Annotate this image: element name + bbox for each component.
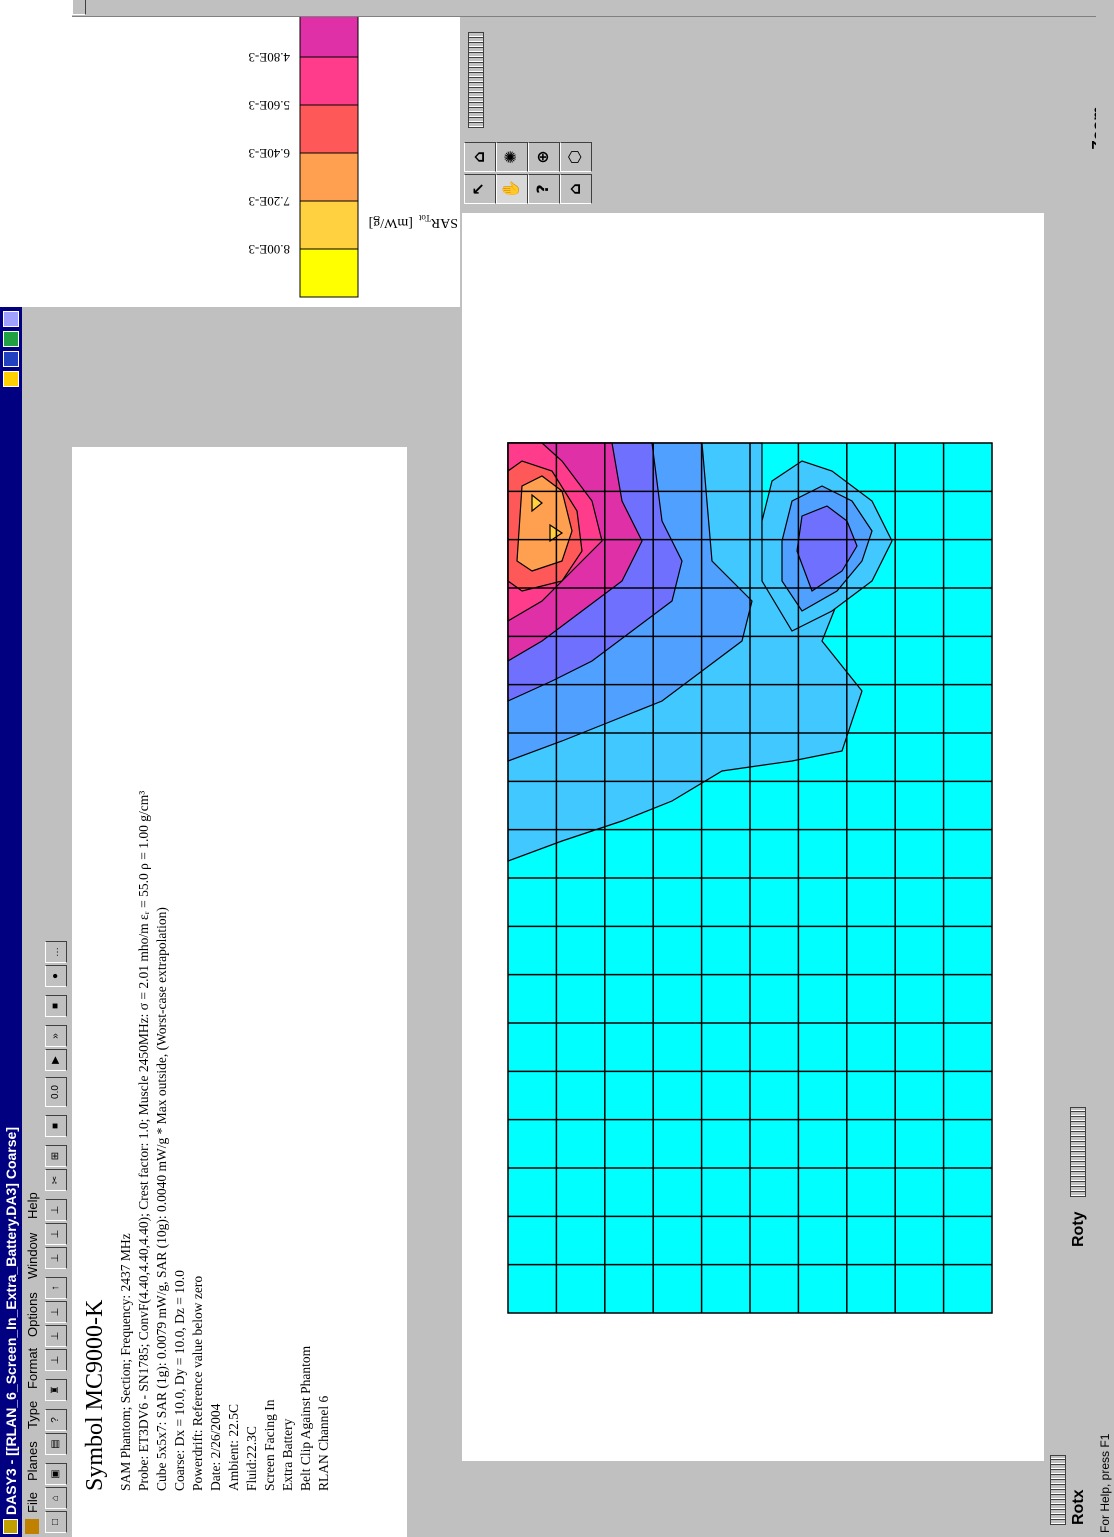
legend-graphic: 8.00E-37.20E-36.40E-35.60E-34.80E-34.00E… (248, 0, 458, 298)
probe-icon[interactable]: ♜ (45, 1379, 67, 1401)
sar-plot-canvas (462, 213, 1044, 1461)
info-line-coarse: Coarse: Dx = 10.0, Dy = 10.0, Dz = 10.0 (172, 1270, 187, 1491)
roty-label: Roty (1070, 1211, 1087, 1247)
scroll-thumb[interactable] (72, 0, 86, 15)
hand-icon[interactable]: ✋ (496, 174, 528, 204)
menu-file[interactable]: File (25, 1492, 40, 1513)
legend-swatch (299, 200, 359, 250)
legend-tick: 6.40E-3 (248, 146, 290, 161)
print-icon[interactable]: ▤ (45, 1433, 67, 1455)
query-icon[interactable]: ? (528, 174, 560, 204)
legend-swatch (299, 56, 359, 106)
word-icon[interactable] (3, 351, 19, 367)
info-line-clip: Belt Clip Against Phantom (298, 1345, 313, 1491)
plane-b-icon[interactable]: ⊥ (45, 1223, 67, 1245)
device-heading: Symbol MC9000-K (82, 1299, 108, 1491)
menu-type[interactable]: Type (25, 1400, 40, 1429)
plane-yz-icon[interactable]: ⊥ (45, 1301, 67, 1323)
dasy-app-icon (3, 1519, 18, 1534)
info-line-cube: Cube 5x5x7: SAR (1g): 0.0079 mW/g, SAR (… (154, 907, 169, 1491)
plane-c-icon[interactable]: ⊥ (45, 1199, 67, 1221)
save-icon[interactable]: ▣ (45, 1463, 67, 1485)
roty-slider[interactable] (1070, 1107, 1086, 1197)
menu-planes[interactable]: Planes (25, 1441, 40, 1481)
info-line-channel: RLAN Channel 6 (316, 1395, 331, 1491)
info-line-battery: Extra Battery (280, 1418, 295, 1491)
sar-contour-plot (507, 442, 993, 1314)
new-file-icon[interactable]: □ (45, 1511, 67, 1533)
info-line-phantom: SAM Phantom; Section; Frequency: 2437 MH… (118, 1233, 133, 1491)
info-line-fluid: Fluid:22.3C (244, 1426, 259, 1491)
legend-tick: 5.60E-3 (248, 98, 290, 113)
light-icon[interactable]: ✺ (496, 142, 528, 172)
tray-app-icon[interactable] (3, 371, 19, 387)
open-file-icon[interactable]: ⌂ (45, 1487, 67, 1509)
measurement-info: Symbol MC9000-K SAM Phantom; Section; Fr… (72, 447, 407, 1537)
legend-swatch (299, 104, 359, 154)
vertical-scrollbar[interactable] (72, 0, 1114, 17)
legend-tick: 8.00E-3 (248, 242, 290, 257)
rotx-slider[interactable] (1050, 1455, 1066, 1525)
grid-icon[interactable]: ⊞ (45, 1145, 67, 1167)
menu-options[interactable]: Options (25, 1292, 40, 1337)
status-bar: For Help, press F1 (1096, 0, 1114, 1537)
legend-swatch (299, 152, 359, 202)
window-title: DASY3 - [[RLAN_6_Screen_In_Extra_Battery… (3, 1127, 19, 1515)
info-line-probe: Probe: ET3DV6 - SN1785; ConvF(4.40,4.40,… (136, 790, 151, 1491)
plane-xz-icon[interactable]: ⊥ (45, 1325, 67, 1347)
status-text: For Help, press F1 (1098, 1433, 1112, 1533)
house-icon[interactable]: ⌂ (560, 174, 592, 204)
info-line-powerdrift: Powerdrift: Reference value below zero (190, 1275, 205, 1491)
cube-icon[interactable]: ⬡ (560, 142, 592, 172)
zoom-value-box[interactable]: 0.0 (45, 1077, 67, 1107)
zoom-slider[interactable] (468, 32, 484, 128)
info-line-date: Date: 2/26/2004 (208, 1403, 223, 1491)
record-icon[interactable]: ● (45, 965, 67, 987)
info-line-ambient: Ambient: 22.5C (226, 1404, 241, 1491)
excel-icon[interactable] (3, 331, 19, 347)
select-arrow-icon[interactable]: ↖ (464, 174, 496, 204)
legend-title: SARTot[mW/g] (369, 213, 458, 230)
contour-band (516, 475, 573, 572)
more-icon[interactable]: … (45, 941, 67, 963)
square-icon[interactable]: ■ (45, 1115, 67, 1137)
house-arrow-icon[interactable]: ⌂ (464, 142, 496, 172)
document-icon[interactable] (25, 1519, 39, 1534)
menu-format[interactable]: Format (25, 1347, 40, 1389)
legend-swatch (299, 248, 359, 298)
sar-legend: 8.00E-37.20E-36.40E-35.60E-34.80E-34.00E… (0, 0, 460, 307)
plane-up-icon[interactable]: ↑ (45, 1277, 67, 1299)
rotx-label: Rotx (1070, 1489, 1087, 1525)
view-tools: ↖ ✋ ? ⌂ ⌂ ✺ ⊕ ⬡ (460, 17, 620, 208)
plane-a-icon[interactable]: ⊥ (45, 1247, 67, 1269)
info-line-screen: Screen Facing In (262, 1399, 277, 1491)
legend-tick: 7.20E-3 (248, 194, 290, 209)
cut-icon[interactable]: ✂ (45, 1169, 67, 1191)
play-icon[interactable]: ▶ (45, 1049, 67, 1071)
plane-xy-icon[interactable]: ⊥ (45, 1349, 67, 1371)
menu-help[interactable]: Help (25, 1192, 40, 1219)
powerpoint-icon[interactable] (3, 311, 19, 327)
stop-icon[interactable]: ■ (45, 995, 67, 1017)
contour-band (531, 493, 543, 513)
menu-window[interactable]: Window (25, 1232, 40, 1279)
help-icon[interactable]: ? (45, 1409, 67, 1431)
legend-tick: 4.80E-3 (248, 50, 290, 65)
fast-forward-icon[interactable]: » (45, 1025, 67, 1047)
target-icon[interactable]: ⊕ (528, 142, 560, 172)
